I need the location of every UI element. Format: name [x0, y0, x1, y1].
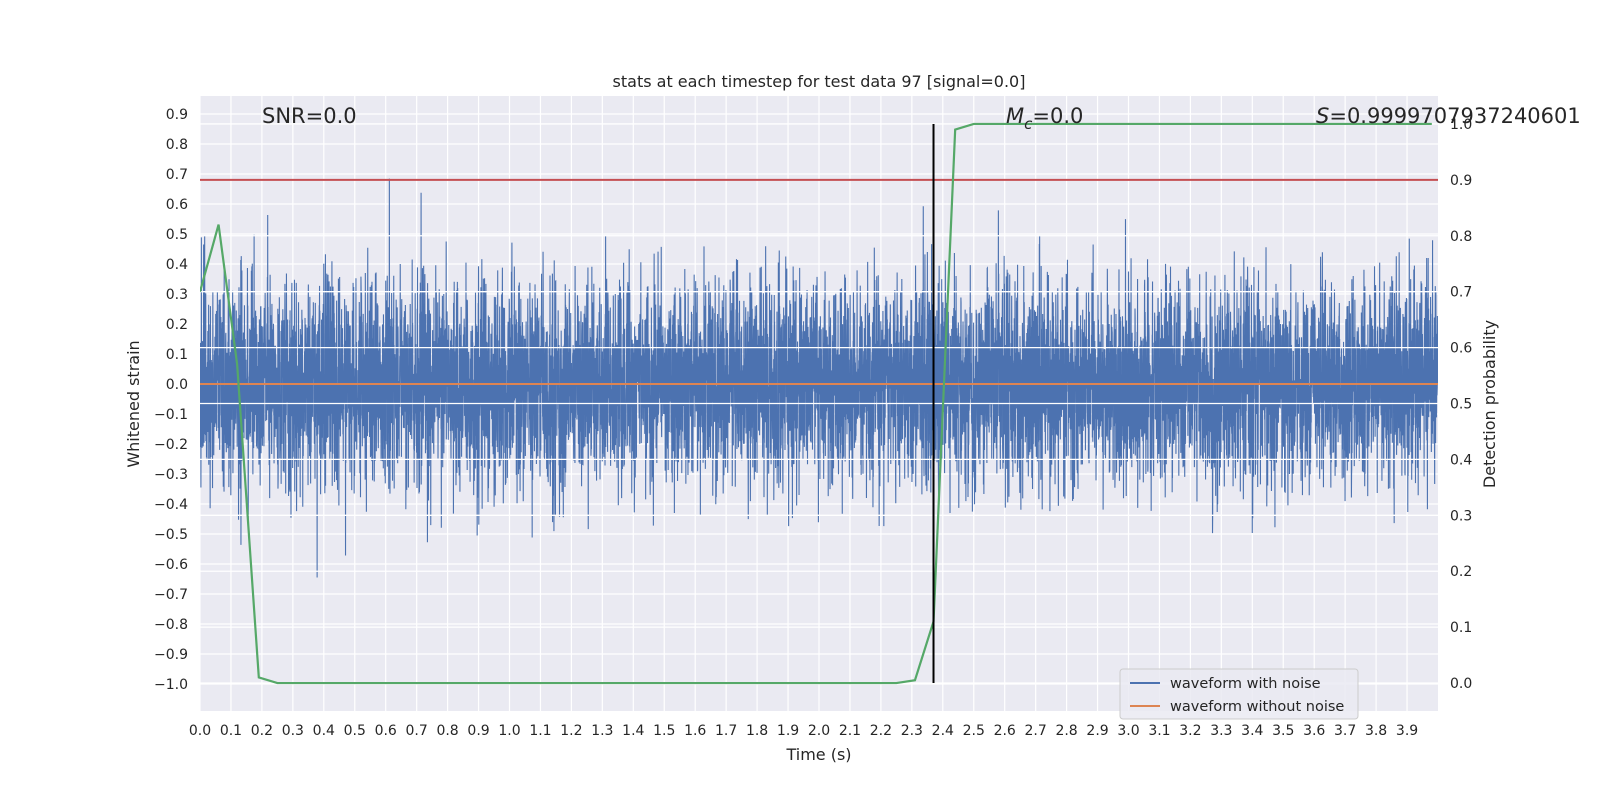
score-annotation: S=0.9999707937240601 — [1316, 104, 1581, 128]
y-tick-label: −0.9 — [154, 647, 188, 663]
x-tick-label: 2.1 — [839, 723, 861, 739]
ticks: 0.0 0.1 0.2 0.3 0.4 0.5 0.6 0.7 0.8 0.9 1.0 1.1 1.2 1… — [154, 107, 1472, 739]
y2-tick-label: 0.9 — [1450, 173, 1472, 189]
x-tick-label: 0.2 — [251, 723, 273, 739]
x-tick-label: 1.8 — [746, 723, 768, 739]
y-tick-label: −0.8 — [154, 617, 188, 633]
y2-tick-label: 0.5 — [1450, 397, 1472, 413]
y2-tick-label: 0.2 — [1450, 564, 1472, 580]
y-tick-label: 0.2 — [166, 317, 188, 333]
y-tick-label: 0.5 — [166, 227, 188, 243]
legend-label-noise: waveform with noise — [1170, 676, 1321, 692]
x-tick-label: 3.4 — [1241, 723, 1263, 739]
y2-tick-label: 0.0 — [1450, 676, 1472, 692]
x-tick-label: 0.0 — [189, 723, 211, 739]
y2-tick-label: 0.1 — [1450, 620, 1472, 636]
chirp-mass-subscript: c — [1024, 115, 1033, 133]
y-tick-label: −0.1 — [154, 407, 188, 423]
x-tick-label: 0.8 — [436, 723, 458, 739]
x-tick-label: 1.1 — [529, 723, 551, 739]
x-tick-label: 0.3 — [282, 723, 304, 739]
y-tick-label: −0.3 — [154, 467, 188, 483]
x-tick-label: 1.5 — [653, 723, 675, 739]
legend-label-clean: waveform without noise — [1170, 699, 1344, 715]
x-tick-label: 0.5 — [344, 723, 366, 739]
noise-waveform-line — [200, 178, 1438, 578]
y-tick-label: −0.2 — [154, 437, 188, 453]
x-tick-label: 2.3 — [901, 723, 923, 739]
x-tick-label: 0.9 — [467, 723, 489, 739]
x-tick-label: 3.0 — [1117, 723, 1139, 739]
x-tick-label: 1.6 — [684, 723, 706, 739]
x-tick-label: 3.3 — [1210, 723, 1232, 739]
x-tick-label: 1.4 — [622, 723, 644, 739]
chirp-mass-value: =0.0 — [1032, 104, 1083, 128]
y2-tick-label: 0.4 — [1450, 452, 1472, 468]
x-tick-label: 2.7 — [1025, 723, 1047, 739]
x-axis-label: Time (s) — [785, 745, 851, 764]
y-tick-label: 0.3 — [166, 287, 188, 303]
x-tick-label: 0.6 — [375, 723, 397, 739]
x-tick-label: 0.7 — [406, 723, 428, 739]
y-tick-label: 0.0 — [166, 377, 188, 393]
x-tick-label: 3.1 — [1148, 723, 1170, 739]
y-tick-label: 0.4 — [166, 257, 188, 273]
x-tick-label: 2.9 — [1086, 723, 1108, 739]
y2-tick-label: 0.3 — [1450, 508, 1472, 524]
chart-title: stats at each timestep for test data 97 … — [613, 72, 1026, 91]
x-tick-label: 1.7 — [715, 723, 737, 739]
x-tick-label: 3.2 — [1179, 723, 1201, 739]
x-tick-label: 1.2 — [560, 723, 582, 739]
x-tick-label: 1.9 — [777, 723, 799, 739]
score-symbol: S — [1316, 104, 1329, 128]
x-tick-label: 0.1 — [220, 723, 242, 739]
plot-series-group — [200, 122, 1438, 685]
y2-tick-label: 1.0 — [1450, 117, 1472, 133]
x-tick-label: 1.3 — [591, 723, 613, 739]
y2-tick-label: 0.7 — [1450, 285, 1472, 301]
x-tick-label: 0.4 — [313, 723, 335, 739]
x-tick-label: 1.0 — [498, 723, 520, 739]
x-tick-label: 3.9 — [1396, 723, 1418, 739]
x-tick-label: 2.5 — [963, 723, 985, 739]
x-tick-label: 2.8 — [1055, 723, 1077, 739]
y-axis-label: Whitened strain — [124, 340, 143, 467]
score-value: =0.9999707937240601 — [1329, 104, 1580, 128]
x-tick-label: 3.6 — [1303, 723, 1325, 739]
x-tick-label: 2.6 — [994, 723, 1016, 739]
y2-tick-label: 0.6 — [1450, 341, 1472, 357]
y-tick-label: −0.4 — [154, 497, 188, 513]
y2-tick-label: 0.8 — [1450, 229, 1472, 245]
x-tick-label: 2.0 — [808, 723, 830, 739]
y-tick-label: 0.7 — [166, 167, 188, 183]
x-tick-label: 3.8 — [1365, 723, 1387, 739]
chirp-mass-annotation: Mc=0.0 — [1006, 104, 1083, 133]
y-tick-label: 0.9 — [166, 107, 188, 123]
y-tick-label: 0.8 — [166, 137, 188, 153]
y-tick-label: 0.6 — [166, 197, 188, 213]
x-tick-label: 2.4 — [932, 723, 954, 739]
legend: waveform with noise waveform without noi… — [1119, 668, 1359, 720]
y-tick-label: −0.7 — [154, 587, 188, 603]
y-tick-label: 0.1 — [166, 347, 188, 363]
x-tick-label: 3.7 — [1334, 723, 1356, 739]
y-tick-label: −1.0 — [154, 677, 188, 693]
x-tick-label: 2.2 — [870, 723, 892, 739]
legend-box — [1119, 668, 1359, 720]
snr-annotation: SNR=0.0 — [262, 104, 357, 128]
detection-probability-line — [200, 122, 1432, 685]
y2-axis-label: Detection probability — [1480, 320, 1499, 488]
y-tick-label: −0.5 — [154, 527, 188, 543]
y-tick-label: −0.6 — [154, 557, 188, 573]
chirp-mass-symbol: M — [1006, 104, 1024, 128]
x-tick-label: 3.5 — [1272, 723, 1294, 739]
